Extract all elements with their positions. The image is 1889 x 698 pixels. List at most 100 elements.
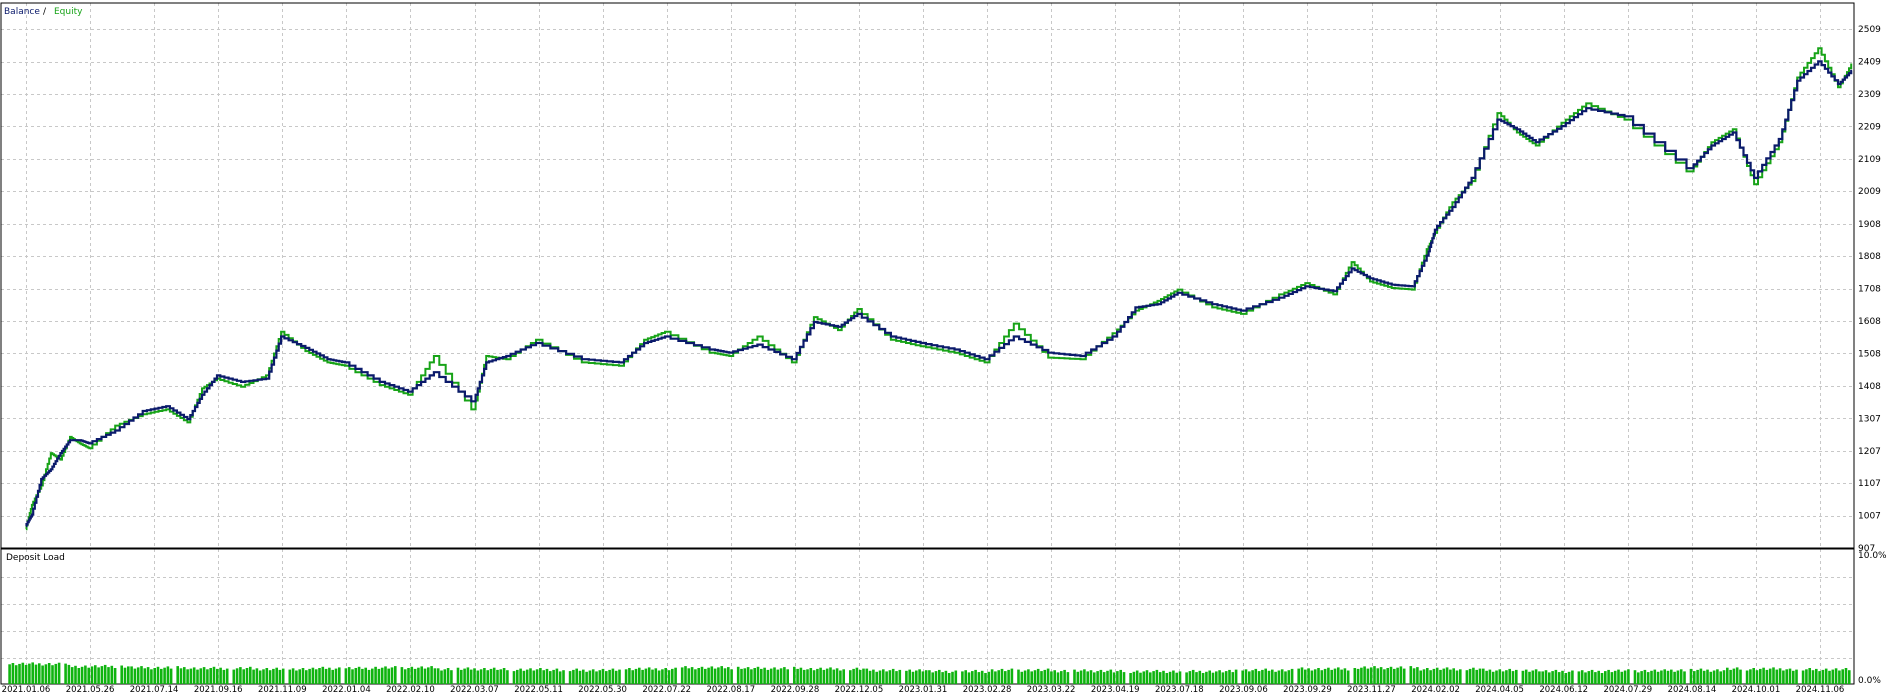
x-tick-label: 2022.07.22: [642, 685, 691, 694]
deposit-load-bar: [1597, 670, 1600, 684]
deposit-load-grid: [1, 549, 1854, 684]
deposit-load-bar: [1168, 671, 1172, 685]
deposit-load-bar: [239, 667, 242, 684]
deposit-load-bar: [736, 666, 740, 684]
deposit-load-bar: [1027, 669, 1030, 685]
deposit-load-bar: [1640, 671, 1643, 684]
y-tick-label: 1908: [1858, 220, 1881, 230]
deposit-load-bar: [809, 668, 813, 684]
deposit-load-bar: [249, 666, 252, 684]
deposit-load-bar: [568, 671, 572, 684]
deposit-load-bar: [1782, 670, 1785, 684]
deposit-load-bar: [1719, 671, 1722, 684]
deposit-load-bar: [1043, 669, 1047, 684]
deposit-load-bar: [1020, 671, 1024, 685]
deposit-load-bar: [1683, 671, 1686, 684]
deposit-load-bar: [1432, 668, 1436, 684]
deposit-load-bar: [469, 669, 473, 684]
deposit-load-bar: [295, 670, 298, 684]
deposit-load-bar: [1831, 669, 1835, 684]
deposit-load-bar: [1735, 667, 1739, 684]
deposit-load-bar: [1185, 672, 1188, 684]
deposit-load-bar: [1739, 669, 1742, 684]
deposit-load-bar: [634, 668, 638, 684]
deposit-load-bar: [578, 670, 582, 684]
deposit-load-bar: [1172, 670, 1175, 684]
deposit-load-bar: [291, 668, 295, 684]
deposit-load-bar: [298, 669, 301, 685]
deposit-load-bar: [94, 665, 97, 684]
deposit-load-bar: [1811, 670, 1815, 684]
deposit-load-bar: [130, 666, 133, 684]
deposit-load-bar: [1689, 668, 1693, 684]
deposit-load-bar: [1023, 670, 1027, 684]
deposit-load-bar: [1482, 668, 1485, 684]
deposit-load-bar: [1343, 668, 1347, 684]
deposit-load-bar: [394, 666, 397, 684]
deposit-load-bar: [1337, 667, 1340, 684]
deposit-load-bar: [153, 668, 156, 684]
deposit-load-bar: [868, 670, 872, 684]
deposit-load-bar: [875, 671, 878, 685]
deposit-load-bar: [1501, 671, 1505, 684]
deposit-load-bar: [1158, 672, 1162, 684]
deposit-load-bar: [822, 669, 826, 684]
deposit-load-bar: [743, 668, 747, 684]
deposit-load-bar: [977, 672, 981, 684]
deposit-load-bar: [242, 669, 245, 685]
deposit-load-bar: [1317, 668, 1320, 684]
deposit-load-bar: [842, 669, 845, 685]
deposit-load-bar: [163, 667, 166, 684]
deposit-load-bar: [825, 668, 829, 684]
deposit-load-bar: [21, 662, 25, 684]
deposit-load-bar: [849, 670, 852, 684]
y-tick-label: 1307: [1858, 415, 1881, 425]
deposit-load-bar: [1676, 670, 1680, 684]
deposit-load-bar: [776, 669, 780, 684]
deposit-load-bar: [179, 668, 183, 684]
deposit-load-bar: [1670, 669, 1673, 684]
deposit-load-bar: [176, 666, 179, 684]
deposit-load-bar: [786, 669, 789, 685]
deposit-load-bar: [450, 670, 453, 684]
deposit-load-bar: [51, 665, 54, 684]
deposit-load-bar: [57, 662, 61, 684]
deposit-load-bar: [921, 671, 925, 684]
deposit-load-bar: [882, 669, 885, 685]
deposit-load-bar: [858, 669, 862, 684]
deposit-load-bar: [344, 668, 348, 684]
deposit-load-bar: [1310, 670, 1314, 684]
deposit-load-bar: [328, 667, 331, 684]
deposit-load-bar: [1106, 670, 1109, 684]
deposit-load-bar: [1135, 670, 1139, 684]
deposit-load-bar: [746, 667, 750, 684]
y-tick-label: 1808: [1858, 252, 1881, 262]
deposit-load-bar: [1459, 669, 1462, 685]
deposit-load-bar: [674, 667, 677, 684]
deposit-load-bar: [1801, 670, 1805, 684]
main-chart-grid: [1, 3, 1854, 549]
deposit-load-bar: [436, 668, 440, 684]
deposit-load-bar: [380, 667, 384, 684]
deposit-load-bar: [1274, 671, 1277, 685]
deposit-load-bar: [1762, 667, 1765, 684]
deposit-load-bar: [443, 669, 447, 685]
deposit-load-bar: [1099, 669, 1103, 684]
deposit-load-bar: [974, 669, 977, 684]
deposit-load-bar: [275, 667, 278, 684]
deposit-load-bar: [1228, 669, 1231, 684]
deposit-load-bar: [862, 668, 865, 684]
deposit-load-bar: [1132, 671, 1136, 685]
deposit-load-bar: [169, 668, 173, 684]
deposit-load-bar: [166, 666, 170, 684]
deposit-load-bar: [723, 668, 727, 684]
deposit-load-bar: [1215, 671, 1218, 684]
deposit-load-bar: [1435, 667, 1439, 684]
deposit-load-bar: [980, 670, 984, 684]
y-tick-label: 2309: [1858, 90, 1881, 100]
deposit-load-bar: [466, 667, 470, 684]
deposit-load-bar: [80, 666, 84, 684]
deposit-load-bar: [1712, 670, 1716, 684]
deposit-load-bar: [654, 668, 658, 684]
